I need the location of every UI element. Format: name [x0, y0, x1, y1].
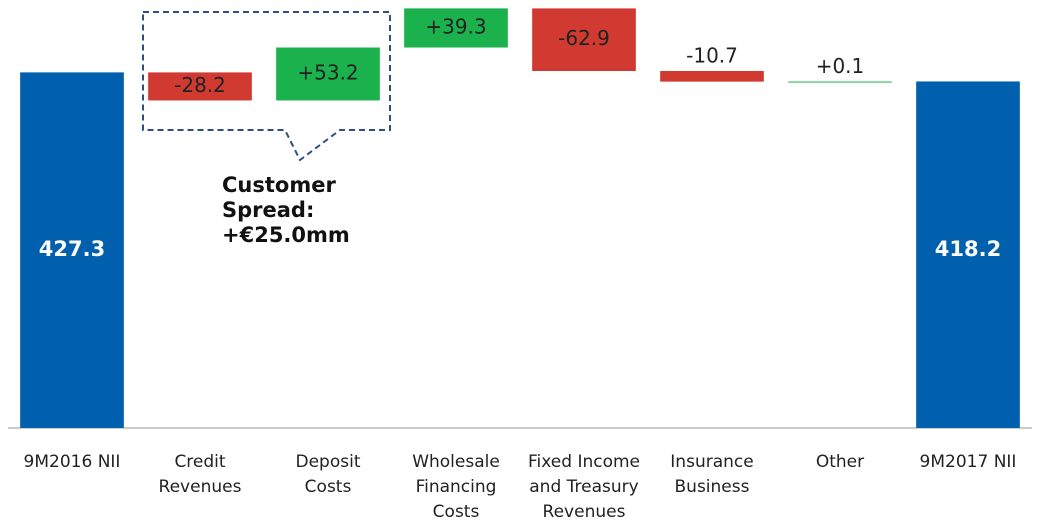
total-bar [916, 81, 1020, 429]
value-label: -28.2 [174, 73, 226, 97]
value-label: -10.7 [686, 44, 738, 68]
x-tick-label: Wholesale Financing Costs [412, 452, 500, 522]
delta-bar [532, 8, 636, 71]
delta-bar [404, 8, 508, 48]
total-bar [20, 72, 124, 428]
x-tick-label: 9M2017 NII [920, 452, 1017, 472]
callout-box [142, 11, 391, 162]
delta-bar [276, 47, 380, 101]
value-label: +53.2 [297, 60, 358, 84]
x-tick-label: Credit Revenues [159, 452, 242, 497]
delta-bar [660, 71, 764, 82]
x-tick-label: Insurance Business [670, 452, 753, 497]
value-label: 418.2 [935, 237, 1001, 261]
x-tick-label: 9M2016 NII [24, 452, 121, 472]
annotation: Customer Spread: +€25.0mm [222, 173, 350, 247]
x-tick-label: Deposit Costs [296, 452, 361, 497]
x-tick-label: Fixed Income and Treasury Revenues [528, 452, 640, 522]
delta-bar [788, 81, 892, 83]
value-label: -62.9 [558, 26, 610, 50]
value-label: +39.3 [425, 14, 486, 38]
value-label: +0.1 [816, 54, 865, 78]
x-tick-label: Other [816, 452, 864, 472]
value-label: 427.3 [39, 237, 105, 261]
delta-bar [148, 72, 252, 101]
